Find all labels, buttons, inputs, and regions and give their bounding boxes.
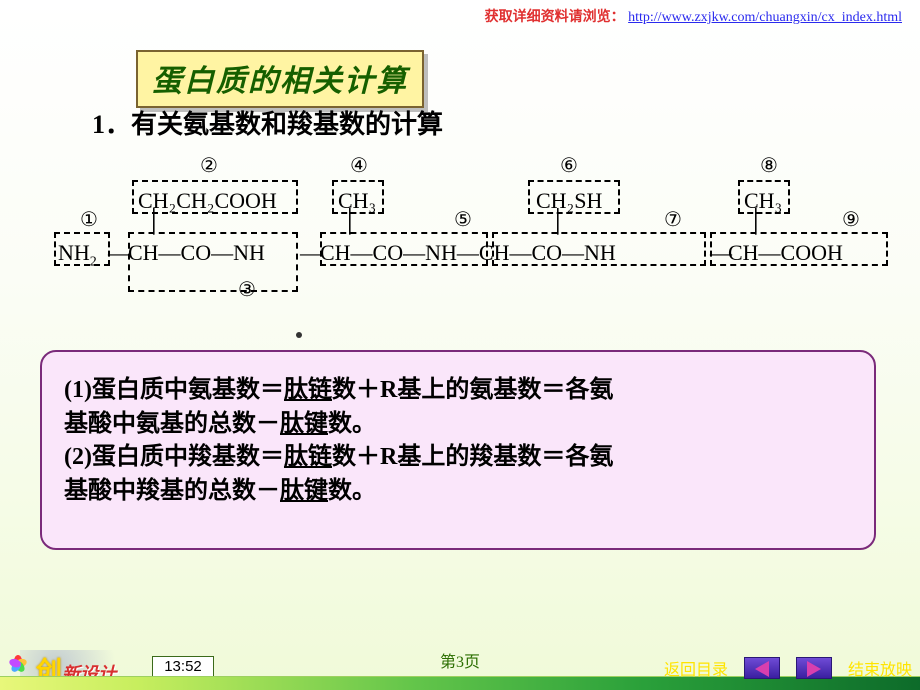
backbone-segment: NH2 xyxy=(58,242,97,269)
marker-label: ⑥ xyxy=(560,156,578,176)
back-to-toc-button[interactable]: 返回目录 xyxy=(664,656,728,680)
marker-label: ② xyxy=(200,156,218,176)
nav: 返回目录 结束放映 xyxy=(664,656,912,680)
top-link-url[interactable]: http://www.zxjkw.com/chuangxin/cx_index.… xyxy=(628,10,902,25)
t: (2)蛋白质中羧基数＝ xyxy=(64,444,284,470)
t: 基上的氨基数＝各氨 xyxy=(397,377,613,403)
bond-icon: │ xyxy=(550,210,566,232)
r: R xyxy=(380,377,397,403)
section-heading: 1．有关氨基数和羧基数的计算 xyxy=(92,104,443,141)
marker-label: ③ xyxy=(238,280,256,300)
top-link: 获取详细资料请浏览： http://www.zxjkw.com/chuangxi… xyxy=(485,6,902,26)
marker-label: ⑦ xyxy=(664,210,682,230)
formula-line-3: (2)蛋白质中羧基数＝肽链数＋R基上的羧基数＝各氨 xyxy=(64,441,852,475)
backbone-segment: CH—CO—NH—CH—CO—NH xyxy=(320,242,616,264)
backbone-segment: — xyxy=(300,242,322,264)
t: 数＋ xyxy=(332,377,380,403)
t: (1)蛋白质中氨基数＝ xyxy=(64,377,284,403)
backbone-segment: CH—CO—NH xyxy=(128,242,265,264)
prev-button[interactable] xyxy=(744,657,780,679)
side-chain: CH₂CH₂COOH xyxy=(138,190,277,212)
side-chain: CH₂SH xyxy=(536,190,602,212)
peptide-diagram: ││││CH₂CH₂COOHCH₃CH₂SHCH₃NH2—CH—CO—NH—CH… xyxy=(30,150,890,310)
title-text: 蛋白质的相关计算 xyxy=(152,65,408,98)
title-box: 蛋白质的相关计算 xyxy=(136,50,424,108)
t: 数。 xyxy=(328,411,376,437)
side-chain: CH₃ xyxy=(744,190,782,212)
marker-label: ⑤ xyxy=(454,210,472,230)
u: 肽链 xyxy=(284,377,332,403)
t: 基酸中氨基的总数－ xyxy=(64,411,280,437)
r: R xyxy=(380,444,397,470)
u: 肽键 xyxy=(280,411,328,437)
marker-label: ① xyxy=(80,210,98,230)
u: 肽链 xyxy=(284,444,332,470)
top-link-prefix: 获取详细资料请浏览： xyxy=(485,10,625,25)
t: 基酸中羧基的总数－ xyxy=(64,478,280,504)
t: 数＋ xyxy=(332,444,380,470)
bond-icon: │ xyxy=(146,210,162,232)
formula-line-2: 基酸中氨基的总数－肽键数。 xyxy=(64,408,852,442)
end-show-button[interactable]: 结束放映 xyxy=(848,656,912,680)
bottom-bar: 创新设计 13:52 第3页 返回目录 结束放映 xyxy=(0,650,920,690)
next-button[interactable] xyxy=(796,657,832,679)
t: 基上的羧基数＝各氨 xyxy=(397,444,613,470)
backbone-segment: CH—COOH xyxy=(728,242,843,264)
t: 数。 xyxy=(328,478,376,504)
marker-label: ④ xyxy=(350,156,368,176)
formula-line-1: (1)蛋白质中氨基数＝肽链数＋R基上的氨基数＝各氨 xyxy=(64,374,852,408)
dot-icon xyxy=(296,332,302,338)
u: 肽键 xyxy=(280,478,328,504)
marker-label: ⑧ xyxy=(760,156,778,176)
bond-icon: │ xyxy=(748,210,764,232)
marker-label: ⑨ xyxy=(842,210,860,230)
formula-line-4: 基酸中羧基的总数－肽键数。 xyxy=(64,475,852,509)
bond-icon: │ xyxy=(342,210,358,232)
side-chain: CH₃ xyxy=(338,190,376,212)
formula-box: (1)蛋白质中氨基数＝肽链数＋R基上的氨基数＝各氨 基酸中氨基的总数－肽键数。 … xyxy=(40,350,876,550)
slide: 获取详细资料请浏览： http://www.zxjkw.com/chuangxi… xyxy=(0,0,920,690)
backbone-segment: — xyxy=(108,242,130,264)
